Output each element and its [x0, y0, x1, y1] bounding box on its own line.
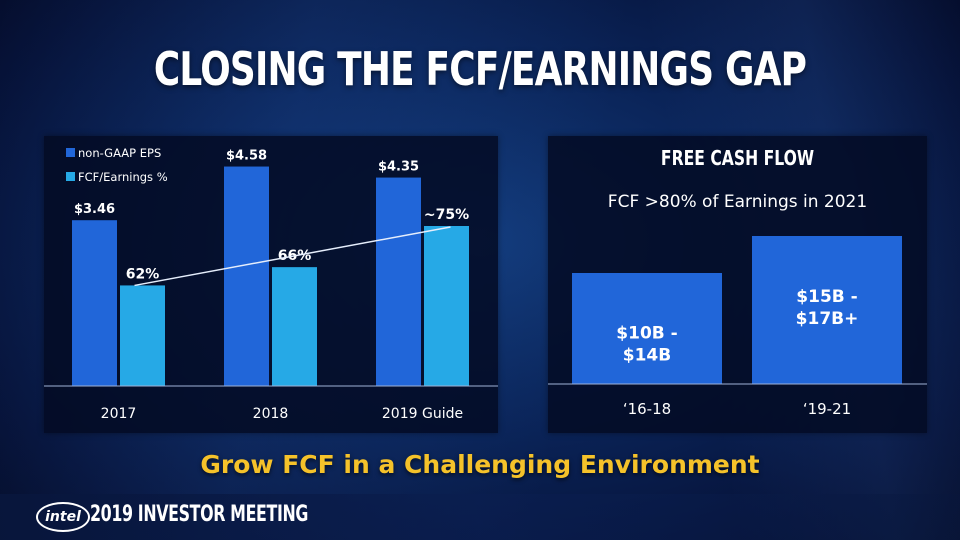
eps-bar	[72, 220, 117, 386]
fcf-label: 62%	[126, 266, 160, 282]
fcf-bar	[272, 267, 317, 386]
legend-swatch	[66, 148, 75, 157]
x-tick-label: ‘19-21	[803, 400, 851, 418]
fcf-bar	[424, 226, 469, 386]
eps-label: $3.46	[74, 202, 115, 217]
event-name: 2019 INVESTOR MEETING	[90, 502, 309, 527]
fcf-range-bar	[752, 236, 902, 384]
fcf-range-label: $10B -	[616, 324, 677, 344]
fcf-chart-title: FREE CASH FLOW	[660, 146, 815, 170]
fcf-chart-panel: $10B - $14B ‘16-18 $15B - $17B+ ‘19-21	[548, 136, 927, 433]
eps-bar	[376, 177, 421, 386]
fcf-label: ~75%	[424, 207, 469, 223]
legend-label: non-GAAP EPS	[78, 146, 161, 160]
x-tick-label: ‘16-18	[623, 400, 671, 418]
intel-logo: intel	[36, 502, 90, 532]
x-tick-label: 2018	[253, 406, 289, 422]
fcf-chart: $10B -$14B ‘16-18 $15B -$17B+ ‘19-21	[548, 236, 927, 418]
eps-label: $4.35	[378, 160, 419, 175]
fcf-range-label: $15B -	[796, 287, 857, 307]
eps-label: $4.58	[226, 149, 267, 164]
fcf-range-bar	[572, 273, 722, 384]
eps-bar	[224, 166, 269, 386]
footer-bar	[0, 494, 960, 540]
legend-swatch	[66, 172, 75, 181]
x-tick-label: 2017	[101, 406, 137, 422]
fcf-range-label: $17B+	[796, 309, 859, 329]
fcf-chart-subtitle: FCF >80% of Earnings in 2021	[607, 192, 868, 212]
fcf-range-label: $14B	[623, 346, 671, 366]
fcf-bar	[120, 285, 165, 386]
tagline: Grow FCF in a Challenging Environment	[200, 450, 760, 479]
x-tick-label: 2019 Guide	[382, 406, 463, 422]
page-title: CLOSING THE FCF/EARNINGS GAP	[153, 42, 807, 96]
trendline	[134, 226, 451, 287]
legend-label: FCF/Earnings %	[78, 170, 168, 184]
